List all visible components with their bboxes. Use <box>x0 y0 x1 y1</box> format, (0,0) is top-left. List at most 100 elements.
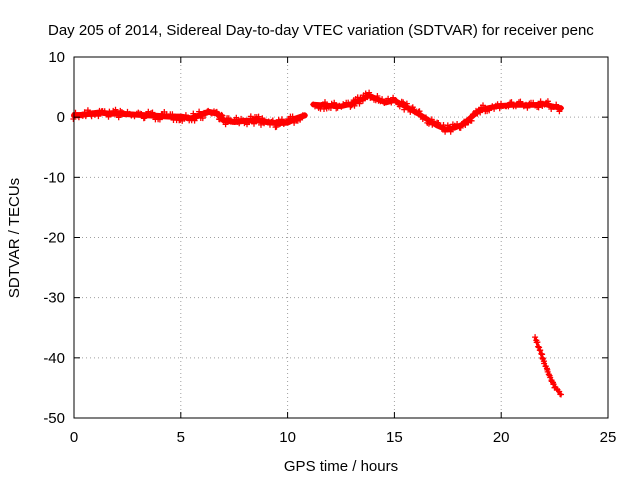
data-point <box>202 111 209 118</box>
y-tick-label: 0 <box>57 109 65 126</box>
data-point <box>534 339 541 346</box>
data-point <box>438 125 445 132</box>
data-point <box>404 103 411 110</box>
data-point <box>357 94 364 101</box>
data-point <box>364 94 371 101</box>
data-point <box>442 128 449 135</box>
data-point <box>269 117 276 124</box>
data-point <box>218 111 225 118</box>
x-axis: 0 5 10 15 20 25 <box>70 57 616 446</box>
data-point <box>273 123 280 130</box>
data-point <box>558 391 565 398</box>
y-tick-label: -50 <box>43 410 65 427</box>
data-point <box>327 105 334 111</box>
x-axis-label: GPS time / hours <box>284 458 398 475</box>
data-point <box>388 99 395 106</box>
data-point <box>190 110 197 117</box>
data-point <box>141 114 148 121</box>
data-point <box>454 121 461 127</box>
data-point <box>447 128 454 135</box>
data-point <box>236 120 243 127</box>
data-series-sdtvar <box>70 89 565 398</box>
data-point <box>532 334 539 341</box>
data-point <box>196 108 203 115</box>
data-point <box>545 100 552 107</box>
data-point <box>416 108 423 115</box>
chart-title: Day 205 of 2014, Sidereal Day-to-day VTE… <box>48 22 594 39</box>
data-point <box>362 90 369 97</box>
y-tick-label: -40 <box>43 350 65 367</box>
data-point <box>453 123 460 130</box>
data-point <box>537 347 544 354</box>
data-point <box>545 371 552 378</box>
data-point <box>149 109 156 116</box>
data-point <box>286 117 293 124</box>
x-tick-label: 0 <box>70 429 78 446</box>
data-point <box>245 119 252 126</box>
data-point <box>558 105 565 112</box>
data-point <box>477 109 484 116</box>
data-point <box>70 116 77 122</box>
data-point <box>251 120 257 127</box>
data-point <box>393 97 400 104</box>
data-point <box>396 103 403 110</box>
data-point <box>535 104 542 111</box>
y-axis-label: SDTVAR / TECUs <box>6 178 23 298</box>
data-point <box>225 115 232 122</box>
data-point <box>496 105 503 112</box>
data-point <box>536 344 543 351</box>
data-point <box>491 105 498 112</box>
data-point <box>182 112 189 119</box>
data-point <box>480 102 486 109</box>
data-point <box>351 102 358 109</box>
data-point <box>95 113 102 120</box>
data-point <box>409 105 415 112</box>
data-point <box>437 122 444 129</box>
data-point <box>88 113 95 120</box>
data-point <box>231 117 238 124</box>
data-point <box>428 116 435 123</box>
y-tick-label: -10 <box>43 169 65 186</box>
data-point <box>468 117 475 124</box>
y-tick-label: 10 <box>48 49 65 66</box>
data-point <box>537 98 544 105</box>
data-point <box>318 102 325 108</box>
data-point <box>213 108 220 115</box>
data-point <box>345 99 352 106</box>
data-point <box>322 99 328 106</box>
data-point <box>409 104 416 111</box>
data-point <box>258 121 264 128</box>
data-point <box>556 108 563 115</box>
data-point <box>156 116 163 123</box>
data-point <box>259 115 266 122</box>
data-point <box>82 113 89 120</box>
data-point <box>115 114 122 121</box>
data-point <box>278 116 285 123</box>
y-tick-label: -30 <box>43 290 65 307</box>
data-point <box>446 124 453 131</box>
data-point <box>172 113 178 120</box>
data-point <box>220 117 227 124</box>
data-point <box>84 107 91 114</box>
data-point <box>400 99 407 106</box>
data-point <box>255 113 262 120</box>
data-point <box>423 114 429 121</box>
data-point <box>508 99 515 106</box>
data-point <box>457 124 464 131</box>
x-tick-label: 15 <box>386 429 403 446</box>
y-axis: -50 -40 -30 -20 -10 0 10 <box>43 49 608 427</box>
x-tick-label: 20 <box>493 429 510 446</box>
data-point <box>331 99 338 106</box>
x-tick-label: 5 <box>177 429 185 446</box>
data-point <box>105 113 112 120</box>
y-tick-label: -20 <box>43 230 65 247</box>
data-point <box>289 113 296 120</box>
data-point <box>379 96 386 103</box>
data-point <box>219 112 226 119</box>
data-point <box>374 93 381 99</box>
data-point <box>301 112 308 119</box>
grid-lines <box>74 57 608 418</box>
data-point <box>282 119 289 126</box>
data-point <box>553 101 560 108</box>
